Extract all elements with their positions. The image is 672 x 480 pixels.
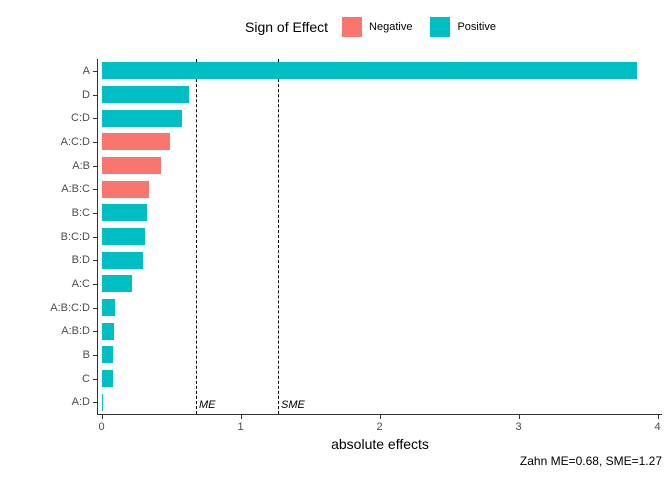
bar-B:D	[101, 251, 144, 269]
caption: Zahn ME=0.68, SME=1.27	[519, 454, 662, 468]
y-tick	[93, 236, 97, 238]
y-tick	[93, 165, 97, 167]
y-tick	[93, 283, 97, 285]
legend-label: Negative	[369, 21, 413, 33]
bar-C	[101, 370, 113, 387]
bar-A:B:C	[101, 180, 149, 198]
y-axis-label-A:B:C:D: A:B:C:D	[50, 301, 90, 314]
x-axis-line	[97, 414, 662, 415]
bar-D	[101, 86, 190, 103]
y-axis-label-C: C	[82, 372, 90, 385]
y-tick	[93, 354, 97, 356]
y-tick	[93, 307, 97, 309]
y-axis-label-A:B:C: A:B:C	[61, 183, 90, 196]
reference-label-sme: SME	[281, 399, 305, 411]
legend-item-positive: Positive	[430, 17, 496, 37]
legend-items: Negative Positive	[342, 17, 514, 37]
x-tick	[240, 415, 242, 419]
y-tick	[93, 70, 97, 72]
bar-A:B:D	[101, 322, 114, 340]
y-axis-label-A: A	[82, 64, 90, 77]
x-axis-title: absolute effects	[331, 436, 429, 452]
bar-A:C:D	[101, 133, 170, 151]
y-axis-label-A:D: A:D	[71, 396, 90, 409]
legend: Sign of Effect Negative Positive	[97, 12, 662, 42]
legend-swatch-negative	[342, 17, 363, 37]
x-tick-label: 4	[654, 421, 661, 433]
y-axis-label-B:C: B:C	[71, 206, 90, 219]
y-tick	[93, 402, 97, 404]
y-tick	[93, 118, 97, 120]
bar-B	[101, 346, 113, 364]
y-axis-label-A:B: A:B	[72, 159, 90, 172]
y-axis-label-D: D	[82, 88, 90, 101]
reference-line-sme	[278, 59, 280, 414]
x-tick	[379, 415, 381, 419]
bar-A:B	[101, 157, 162, 174]
legend-title: Sign of Effect	[245, 19, 329, 35]
reference-line-me	[196, 59, 198, 414]
y-axis-label-C:D: C:D	[71, 112, 90, 125]
legend-label: Positive	[457, 21, 496, 33]
y-axis-line	[97, 59, 98, 415]
y-axis-label-A:C: A:C	[71, 277, 90, 290]
y-tick	[93, 212, 97, 214]
reference-label-me: ME	[199, 399, 216, 411]
y-axis-label-A:B:D: A:B:D	[61, 325, 90, 338]
bar-A:D	[101, 393, 103, 411]
bar-A	[101, 62, 637, 80]
x-tick	[657, 415, 659, 419]
legend-item-negative: Negative	[342, 17, 412, 37]
x-tick-label: 2	[376, 421, 383, 433]
bar-B:C	[101, 204, 148, 222]
x-tick-label: 3	[515, 421, 522, 433]
y-tick	[93, 189, 97, 191]
x-tick	[101, 415, 103, 419]
y-tick	[93, 331, 97, 333]
y-tick	[93, 260, 97, 262]
y-tick	[93, 94, 97, 96]
bar-A:C	[101, 275, 133, 293]
y-axis-label-A:C:D: A:C:D	[60, 135, 90, 148]
y-tick	[93, 141, 97, 143]
bar-B:C:D	[101, 228, 145, 245]
legend-swatch-positive	[430, 17, 451, 37]
bar-A:B:C:D	[101, 299, 116, 316]
y-axis-label-B:C:D: B:C:D	[60, 230, 90, 243]
x-tick-label: 1	[237, 421, 244, 433]
y-tick	[93, 378, 97, 380]
x-tick	[518, 415, 520, 419]
x-tick-label: 0	[98, 421, 105, 433]
bar-C:D	[101, 109, 183, 127]
y-axis-label-B:D: B:D	[71, 254, 90, 267]
y-axis-label-B: B	[82, 348, 90, 361]
